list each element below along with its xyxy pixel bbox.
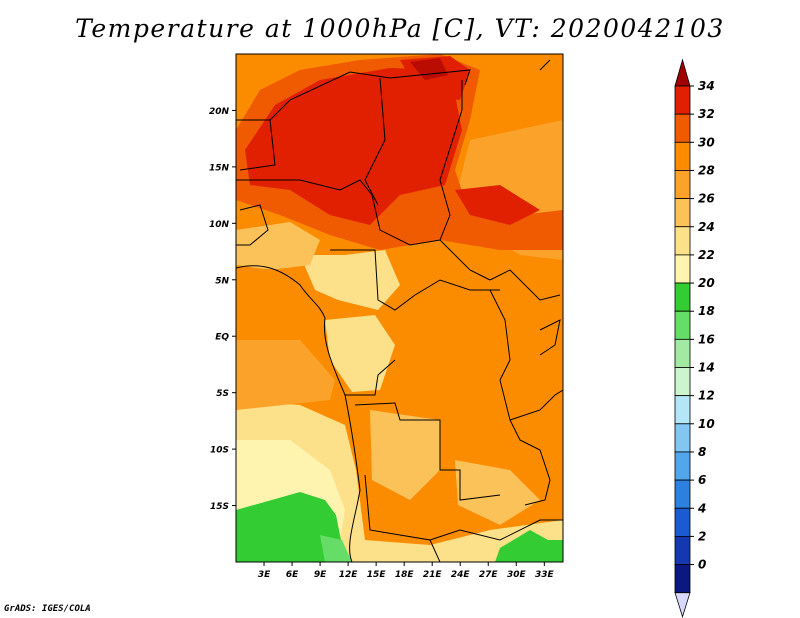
- chart-title: Temperature at 1000hPa [C], VT: 20200421…: [75, 14, 725, 43]
- grads-credit: GrADS: IGES/COLA: [4, 604, 91, 614]
- colorbar-label: 26: [698, 192, 715, 206]
- lat-tick-label: 20N: [209, 107, 230, 117]
- lon-tick-label: 33E: [535, 570, 555, 580]
- colorbar-swatch: [674, 395, 691, 425]
- temperature-field: [236, 54, 563, 562]
- colorbar-swatch: [674, 451, 691, 481]
- lon-tick-label: 6E: [286, 570, 299, 580]
- lon-tick-label: 15E: [367, 570, 387, 580]
- lon-tick-label: 12E: [339, 570, 359, 580]
- colorbar-swatch: [674, 367, 691, 397]
- colorbar-swatch: [674, 338, 691, 368]
- country-borders: [236, 59, 563, 562]
- lat-tick-label: 15N: [209, 163, 230, 173]
- colorbar-label: 6: [698, 473, 706, 487]
- colorbar-swatch: [674, 141, 691, 171]
- colorbar-swatch: [674, 536, 691, 565]
- colorbar-label: 8: [698, 445, 706, 459]
- colorbar-swatch: [674, 423, 691, 453]
- colorbar-swatch: [674, 507, 691, 537]
- lat-tick-label: 5S: [216, 389, 229, 399]
- colorbar-label: 20: [698, 276, 715, 290]
- colorbar-top-arrow: [674, 58, 691, 87]
- colorbar-label: 16: [698, 332, 715, 346]
- colorbar-swatch: [674, 226, 691, 256]
- colorbar-label: 0: [698, 558, 706, 572]
- lat-tick-label: 15S: [210, 502, 229, 512]
- lon-tick-label: 24E: [451, 570, 471, 580]
- colorbar-label: 22: [698, 248, 715, 262]
- colorbar-label: 10: [698, 417, 715, 431]
- colorbar-label: 32: [698, 107, 715, 121]
- lat-tick-label: 5N: [215, 276, 229, 286]
- lon-tick-label: 18E: [395, 570, 415, 580]
- lat-tick-label: 10N: [209, 220, 230, 230]
- colorbar-swatch: [674, 113, 691, 143]
- lat-tick-label: 10S: [210, 446, 229, 456]
- colorbar-label: 24: [698, 220, 715, 234]
- colorbar-swatch: [674, 85, 691, 115]
- colorbar-label: 18: [698, 304, 715, 318]
- colorbar-swatch: [674, 170, 691, 199]
- colorbar-swatch: [674, 282, 691, 312]
- colorbar-swatch: [674, 198, 691, 228]
- colorbar-label: 34: [698, 79, 715, 93]
- colorbar-swatch: [674, 479, 691, 509]
- map-frame: [235, 53, 564, 563]
- colorbar-label: 4: [697, 501, 706, 515]
- colorbar-label: 28: [698, 163, 715, 177]
- colorbar-label: 14: [698, 361, 715, 375]
- lon-tick-label: 21E: [423, 570, 443, 580]
- colorbar-label: 30: [698, 135, 715, 149]
- colorbar-bottom-arrow: [674, 592, 691, 618]
- colorbar-label: 2: [698, 529, 706, 543]
- lon-tick-label: 3E: [258, 570, 271, 580]
- colorbar-label: 12: [698, 389, 715, 403]
- lon-tick-label: 27E: [479, 570, 499, 580]
- lon-tick-label: 30E: [507, 570, 527, 580]
- colorbar-swatch: [674, 254, 691, 284]
- colorbar-swatch: [674, 564, 691, 594]
- colorbar-swatch: [674, 310, 691, 340]
- lon-tick-label: 9E: [314, 570, 327, 580]
- lat-tick-label: EQ: [215, 333, 229, 343]
